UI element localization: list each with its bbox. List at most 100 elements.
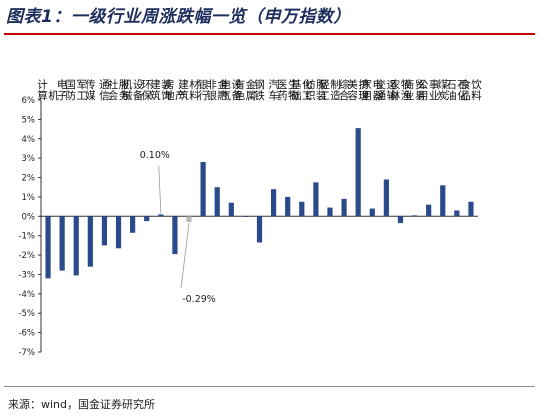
- svg-text:产: 产: [175, 89, 186, 102]
- source-note: 来源：wind，国金证券研究所: [8, 398, 156, 411]
- svg-text:社会: 社会: [108, 78, 119, 102]
- svg-text:商业: 商业: [404, 78, 415, 102]
- bar: [426, 204, 432, 217]
- bar: [186, 216, 192, 222]
- category-label: 综合: [339, 78, 350, 102]
- bar: [454, 210, 460, 217]
- svg-text:设备: 设备: [133, 79, 144, 102]
- svg-text:生物: 生物: [288, 78, 299, 102]
- bar: [59, 216, 65, 271]
- bar: [313, 182, 319, 217]
- y-tick-label: -7%: [18, 348, 35, 358]
- svg-text:电器: 电器: [373, 78, 384, 102]
- title-divider: [4, 33, 535, 35]
- annotation-label: -0.29%: [182, 294, 216, 305]
- category-label: 房地产: [164, 78, 186, 102]
- y-tick-label: -5%: [18, 309, 35, 319]
- y-axis: 6% 5% 4% 3% 2% 1% 0% -1% -2% -3% -4% -5% -6% -7%: [18, 96, 478, 358]
- y-tick-label: -4%: [18, 290, 35, 300]
- svg-text:交通: 交通: [376, 78, 387, 102]
- svg-text:轻工: 轻工: [319, 78, 330, 102]
- y-tick-label: -2%: [18, 251, 35, 261]
- svg-text:护理: 护理: [358, 78, 369, 102]
- y-tick-label: 6%: [22, 96, 36, 106]
- bar: [87, 216, 93, 267]
- y-tick-label: 0%: [22, 212, 36, 222]
- bar: [299, 201, 305, 217]
- bar: [327, 207, 333, 217]
- category-label: 煤炭: [438, 78, 449, 102]
- bar: [115, 216, 122, 249]
- svg-text:纺织: 纺织: [305, 78, 316, 102]
- svg-text:银行: 银行: [198, 78, 209, 102]
- annotations: 0.10% -0.29%: [140, 150, 216, 305]
- svg-text:运输: 运输: [387, 79, 398, 102]
- category-label: 环保: [141, 79, 152, 102]
- svg-text:服装: 服装: [316, 79, 327, 102]
- svg-text:公用: 公用: [418, 79, 429, 102]
- bar: [440, 185, 446, 217]
- svg-text:金属: 金属: [246, 78, 257, 102]
- svg-text:美容: 美容: [347, 78, 358, 102]
- svg-text:电子: 电子: [57, 78, 68, 102]
- svg-text:制造: 制造: [330, 78, 341, 102]
- svg-text:计算: 计算: [37, 78, 48, 102]
- category-label: 汽车: [268, 78, 279, 102]
- svg-text:机: 机: [48, 89, 59, 102]
- svg-text:装饰: 装饰: [161, 78, 172, 102]
- bar: [200, 162, 206, 217]
- svg-text:军工: 军工: [76, 79, 87, 102]
- bar: [369, 208, 375, 217]
- bar: [468, 201, 474, 217]
- annotation-leader: [158, 165, 162, 214]
- bar: [355, 128, 361, 217]
- svg-text:汽车: 汽车: [268, 78, 279, 102]
- y-tick-label: -3%: [18, 270, 35, 280]
- svg-text:钢铁: 钢铁: [254, 78, 265, 102]
- bar: [397, 216, 404, 224]
- bar: [214, 187, 220, 217]
- svg-text:农林: 农林: [390, 78, 401, 102]
- svg-text:设备: 设备: [232, 79, 243, 102]
- svg-text:牧渔: 牧渔: [401, 78, 412, 102]
- bar: [130, 216, 136, 233]
- bar: [341, 198, 347, 217]
- bar: [144, 216, 150, 222]
- svg-text:非银: 非银: [206, 79, 217, 102]
- svg-text:贸易: 贸易: [415, 79, 426, 102]
- svg-text:煤炭: 煤炭: [438, 78, 449, 102]
- y-tick-label: 1%: [22, 193, 36, 203]
- bar: [228, 202, 234, 217]
- svg-text:食品: 食品: [460, 78, 471, 102]
- bar: [158, 214, 164, 217]
- y-tick-label: 2%: [22, 174, 36, 184]
- svg-text:电气: 电气: [221, 78, 232, 102]
- annotation-leader: [180, 222, 190, 289]
- category-label: 银行: [198, 78, 209, 102]
- svg-text:传媒: 传媒: [85, 79, 96, 102]
- svg-text:综合: 综合: [339, 78, 350, 102]
- svg-text:金融: 金融: [217, 78, 228, 102]
- svg-text:饮料: 饮料: [471, 78, 482, 102]
- category-label: 传媒: [85, 79, 96, 102]
- svg-text:房地: 房地: [164, 78, 175, 102]
- svg-text:服务: 服务: [119, 79, 130, 102]
- svg-text:化工: 化工: [302, 78, 313, 102]
- y-tick-label: -6%: [18, 329, 35, 339]
